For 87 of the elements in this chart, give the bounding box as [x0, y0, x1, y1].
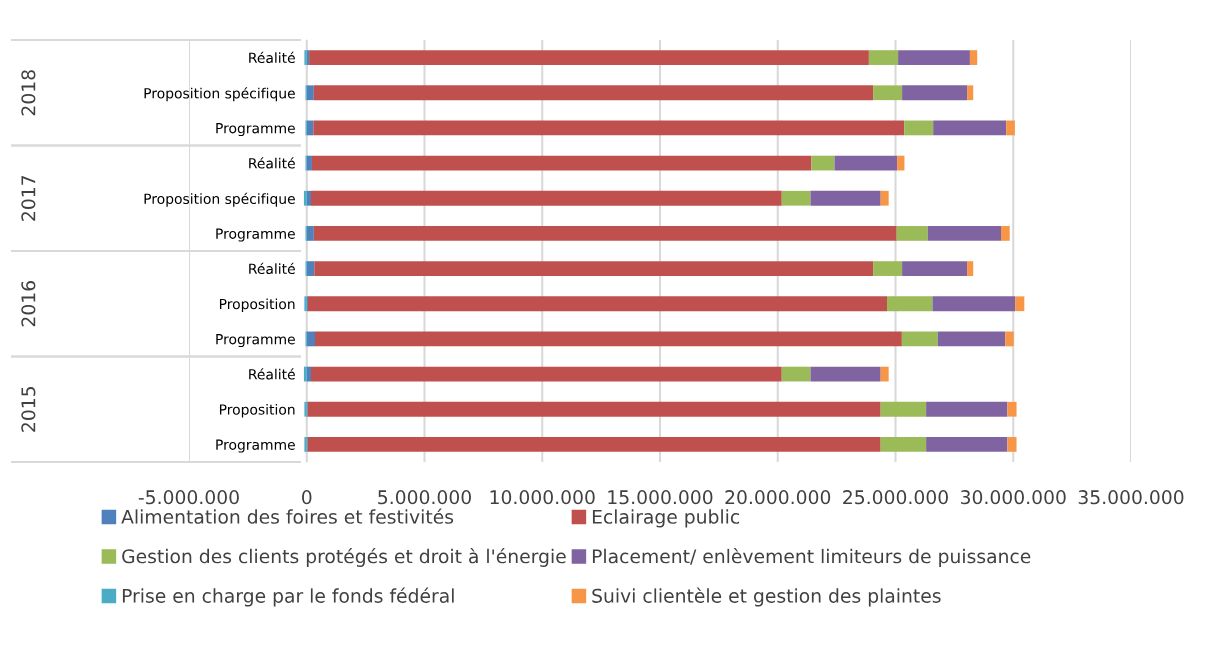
y-tick-label: Réalité	[249, 262, 295, 275]
bar	[926, 401, 1008, 417]
x-tick-label: 20.000.000	[725, 490, 831, 505]
bar	[873, 85, 903, 101]
x-tick-label: 30.000.000	[961, 490, 1066, 505]
y-tick-label: Proposition	[219, 298, 295, 312]
bar	[902, 85, 968, 101]
bar	[781, 366, 811, 382]
y-tick-label: Réalité	[249, 157, 295, 169]
legend-label: Placement/ enlèvement limiteurs de puissance	[592, 548, 1031, 567]
bar	[967, 261, 974, 276]
bar	[834, 155, 898, 171]
bar	[306, 190, 311, 206]
bar	[311, 155, 812, 171]
bar	[303, 190, 307, 206]
y-tick-label: Programme	[216, 123, 295, 137]
bar	[314, 261, 874, 276]
x-tick-label: -5.000.000	[138, 490, 239, 505]
bar	[937, 331, 1006, 347]
bar	[1007, 401, 1017, 417]
y-tick-label: Réalité	[249, 368, 295, 380]
bar	[880, 190, 889, 206]
bar	[1007, 437, 1017, 452]
bar	[306, 331, 315, 347]
text: 2018	[21, 70, 36, 116]
x-tick-label: 0	[302, 490, 312, 505]
text: 2016	[21, 281, 36, 327]
bar	[1005, 331, 1014, 347]
x-tick-label: 5.000.000	[378, 490, 471, 505]
bar	[887, 296, 933, 312]
bar	[868, 50, 899, 65]
bar	[781, 190, 811, 206]
y-tick-label: Programme	[216, 228, 295, 242]
y-tick-label: Proposition	[219, 403, 295, 418]
bar	[904, 120, 934, 136]
y-tick-label: Programme	[216, 334, 295, 348]
bar	[932, 296, 1016, 312]
bar	[306, 261, 315, 276]
bar	[933, 120, 1007, 136]
bar	[927, 226, 1001, 241]
bar	[306, 85, 314, 101]
text: 2015	[21, 387, 36, 432]
bar	[811, 155, 835, 171]
bar	[897, 155, 905, 171]
bar	[810, 190, 881, 206]
bar	[1006, 120, 1015, 136]
y-tick-label: Proposition spécifique	[144, 87, 295, 102]
bar	[1015, 296, 1025, 312]
y-tick-label: Réalité	[249, 51, 295, 64]
bar	[306, 155, 312, 171]
x-tick-label: 35.000.000	[1078, 490, 1184, 505]
bar	[306, 226, 314, 241]
bar	[926, 437, 1008, 452]
bar	[896, 226, 928, 241]
bar	[880, 401, 927, 417]
legend-label: Prise en charge par le fonds fédéral	[122, 587, 454, 607]
bar	[967, 85, 974, 101]
bar	[313, 226, 897, 241]
bar	[310, 366, 782, 382]
bar	[313, 85, 874, 101]
bar	[898, 50, 970, 65]
bar	[902, 261, 968, 276]
legend-label: Eclairage public	[592, 509, 740, 528]
legend-label: Alimentation des foires et festivités	[121, 508, 454, 524]
bar	[307, 437, 881, 452]
legend-label: Gestion des clients protégés et droit à l'énergie	[122, 548, 566, 567]
bar	[880, 437, 927, 452]
bar	[307, 296, 888, 312]
x-tick-label: 25.000.000	[843, 490, 948, 505]
bar	[303, 366, 307, 382]
bar	[307, 401, 881, 417]
bar	[873, 261, 903, 276]
bar	[810, 366, 881, 382]
bar	[880, 366, 889, 382]
y-tick-label: Programme	[216, 439, 295, 453]
bar	[1001, 226, 1010, 241]
bar	[313, 120, 905, 136]
bar	[969, 50, 978, 65]
x-tick-label: 15.000.000	[608, 490, 713, 505]
bar	[901, 331, 938, 347]
legend-label: Suivi clientèle et gestion des plaintes	[592, 587, 941, 607]
bar	[309, 50, 869, 65]
bar	[314, 331, 902, 347]
text: 2017	[21, 175, 36, 221]
x-tick-label: 10.000.000	[490, 490, 595, 505]
y-tick-label: Proposition spécifique	[144, 192, 295, 207]
bar	[310, 190, 782, 206]
